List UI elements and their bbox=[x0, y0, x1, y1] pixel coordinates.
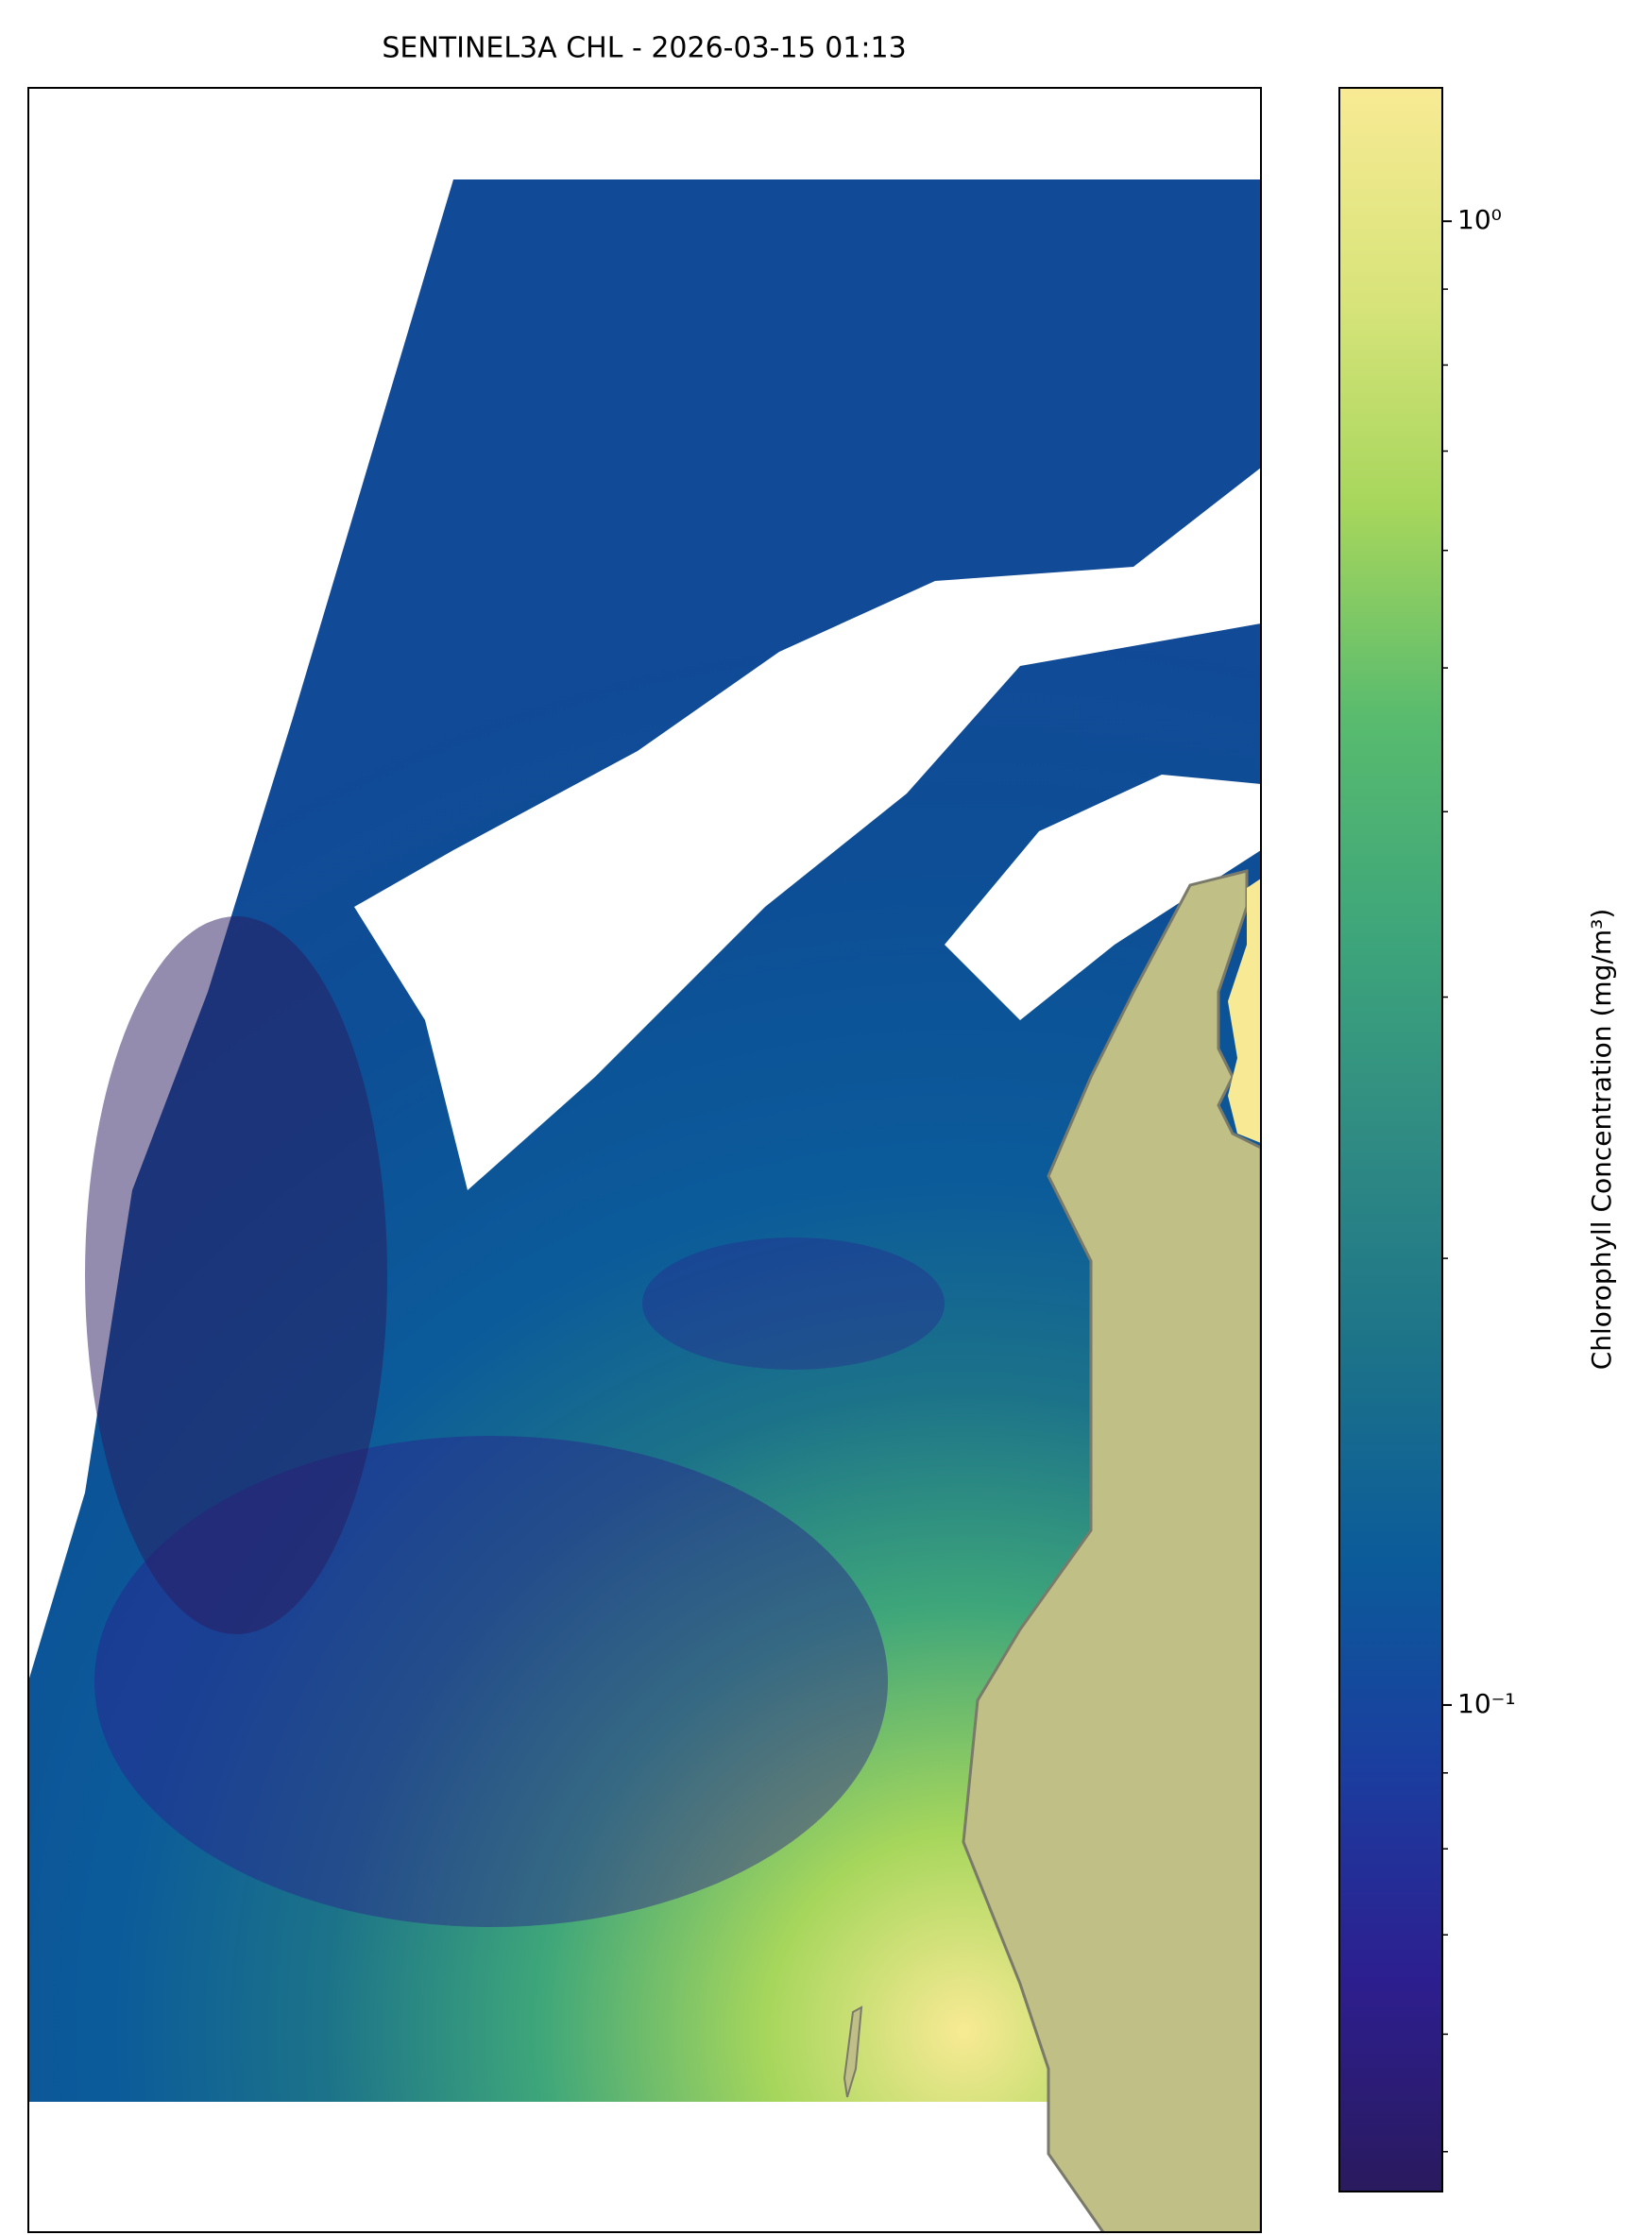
low-chl-patch bbox=[85, 916, 387, 1634]
colorbar bbox=[1338, 87, 1443, 2192]
cloud bbox=[354, 468, 1261, 1190]
land bbox=[962, 869, 1261, 2232]
low-chl-patch bbox=[642, 1237, 945, 1370]
map-frame bbox=[27, 87, 1262, 2233]
map-title: SENTINEL3A CHL - 2026-03-15 01:13 bbox=[382, 32, 906, 65]
coastal-bloom bbox=[1228, 879, 1261, 1143]
island bbox=[843, 2005, 863, 2098]
colorbar-label: Chlorophyll Concentration (mg/m³) bbox=[1586, 909, 1617, 1371]
colorbar-tick-label: 10⁰ bbox=[1457, 204, 1502, 235]
map-area bbox=[28, 179, 1261, 2232]
cloud bbox=[945, 775, 1261, 1020]
colorbar-tick-label: 10⁻¹ bbox=[1457, 1688, 1516, 1719]
